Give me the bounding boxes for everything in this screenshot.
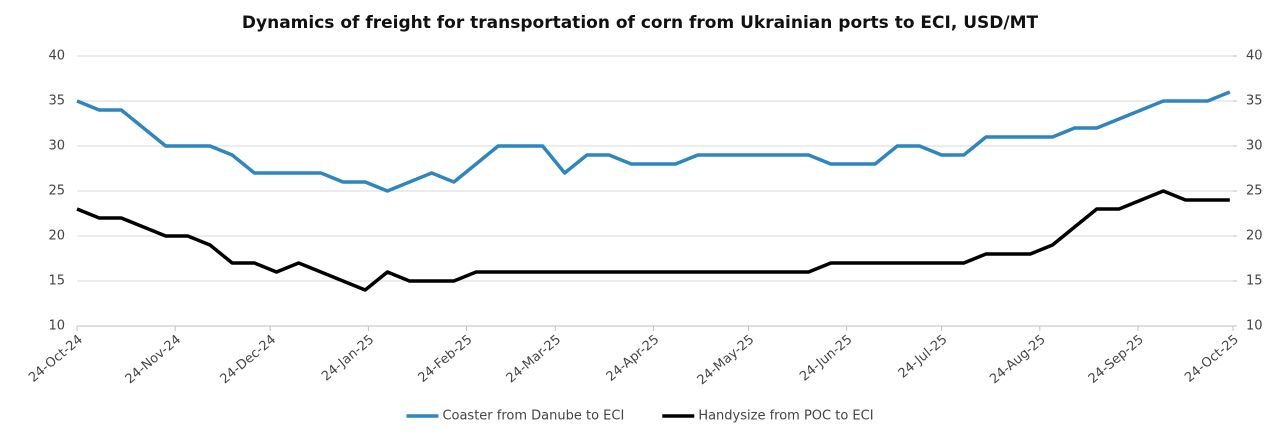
y2-tick-label: 20 <box>1246 229 1263 244</box>
series-line <box>76 189 1230 292</box>
legend-label: Handysize from POC to ECI <box>698 409 873 424</box>
y2-tick-label: 25 <box>1246 184 1263 199</box>
y-tick-label: 25 <box>48 184 65 199</box>
y-tick-label: 35 <box>48 94 65 109</box>
chart-title: Dynamics of freight for transportation o… <box>242 13 1039 33</box>
x-tick-label: 24-Jul-25 <box>896 332 951 381</box>
x-tick-label: 24-Jun-25 <box>797 332 855 384</box>
x-tick-label: 24-Sep-25 <box>1086 332 1147 387</box>
legend-label: Coaster from Danube to ECI <box>442 409 624 424</box>
y-tick-label: 40 <box>48 49 65 64</box>
x-tick-label: 24-Feb-25 <box>416 332 476 386</box>
y-tick-label: 10 <box>48 319 65 334</box>
series-line <box>76 90 1231 193</box>
y-tick-label: 20 <box>48 229 65 244</box>
x-tick-label: 24-Aug-25 <box>987 332 1048 387</box>
y-tick-label: 30 <box>48 139 65 154</box>
y-tick-label: 15 <box>48 274 65 289</box>
x-tick-label: 24-Oct-24 <box>26 332 86 385</box>
y2-tick-label: 40 <box>1246 49 1263 64</box>
y2-tick-label: 35 <box>1246 94 1263 109</box>
x-tick-label: 24-May-25 <box>695 332 758 388</box>
x-tick-label: 24-Nov-24 <box>123 332 184 387</box>
x-tick-label: 24-Mar-25 <box>504 332 564 386</box>
x-tick-label: 24-Dec-24 <box>218 332 279 387</box>
y2-tick-label: 10 <box>1246 319 1263 334</box>
x-tick-label: 24-Apr-25 <box>604 332 663 385</box>
x-tick-label: 24-Jan-25 <box>319 332 377 384</box>
x-tick-label: 24-Oct-25 <box>1182 332 1242 385</box>
y2-tick-label: 15 <box>1246 274 1263 289</box>
y2-tick-label: 30 <box>1246 139 1263 154</box>
